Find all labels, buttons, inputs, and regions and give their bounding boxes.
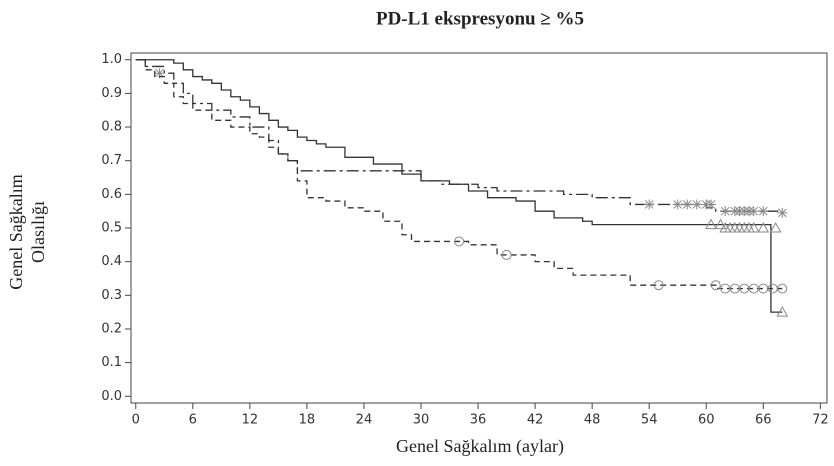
- x-tick-label: 66: [755, 413, 772, 428]
- x-tick-label: 24: [356, 413, 373, 428]
- censor-mark: [653, 280, 664, 291]
- censor-mark: [767, 283, 778, 294]
- censor-mark: [501, 249, 512, 260]
- y-tick-label: 0.4: [101, 254, 122, 269]
- censor-mark: [720, 283, 731, 294]
- y-tick-label: 0.7: [101, 153, 122, 168]
- censor-mark: [672, 199, 683, 210]
- chart-title: PD-L1 ekspresyonu ≥ %5: [376, 8, 584, 29]
- x-tick-label: 42: [527, 413, 544, 428]
- survival-curve: [135, 59, 783, 212]
- censor-mark: [758, 283, 769, 294]
- censor-mark: [769, 221, 782, 233]
- y-tick-label: 0.1: [101, 355, 122, 370]
- censor-mark: [777, 207, 788, 218]
- survival-curve: [135, 59, 783, 290]
- censor-mark: [691, 199, 702, 210]
- y-tick-label: 0.9: [101, 86, 122, 101]
- censor-mark: [705, 218, 717, 230]
- x-axis-label: Genel Sağkalım (aylar): [396, 436, 564, 457]
- censor-mark: [748, 206, 759, 217]
- x-tick-label: 0: [132, 413, 140, 428]
- censor-mark: [682, 199, 693, 210]
- censor-mark: [776, 306, 789, 317]
- censor-mark: [729, 283, 740, 294]
- x-tick-label: 60: [698, 413, 715, 428]
- y-tick-label: 0.0: [101, 389, 122, 404]
- y-tick-label: 0.5: [101, 221, 122, 236]
- censor-mark: [710, 280, 721, 291]
- x-tick-label: 30: [413, 413, 430, 428]
- censor-mark: [777, 283, 788, 294]
- y-tick-label: 0.8: [101, 120, 122, 135]
- censor-mark: [757, 221, 770, 233]
- x-tick-label: 54: [641, 413, 658, 428]
- censor-mark: [747, 221, 760, 233]
- censor-mark: [748, 283, 759, 294]
- censor-mark: [720, 206, 731, 217]
- y-tick-label: 0.2: [101, 321, 122, 336]
- censor-mark: [644, 199, 655, 210]
- x-tick-label: 12: [242, 413, 259, 428]
- y-tick-label: 0.3: [101, 288, 122, 303]
- x-tick-label: 48: [584, 413, 601, 428]
- censor-mark: [706, 199, 716, 210]
- x-tick-label: 18: [299, 413, 316, 428]
- x-tick-label: 6: [189, 413, 197, 428]
- y-axis-label: Genel Sağkalım: [6, 174, 26, 289]
- survival-curve: [135, 59, 783, 313]
- x-tick-label: 72: [812, 413, 829, 428]
- x-tick-label: 36: [470, 413, 487, 428]
- censor-mark: [714, 218, 727, 230]
- censor-mark: [758, 206, 769, 217]
- y-tick-label: 0.6: [101, 187, 122, 202]
- censor-mark: [154, 68, 165, 79]
- y-axis-label: Olasılığı: [28, 201, 48, 263]
- y-tick-label: 1.0: [101, 52, 122, 67]
- censor-mark: [739, 283, 750, 294]
- censor-mark: [454, 236, 465, 247]
